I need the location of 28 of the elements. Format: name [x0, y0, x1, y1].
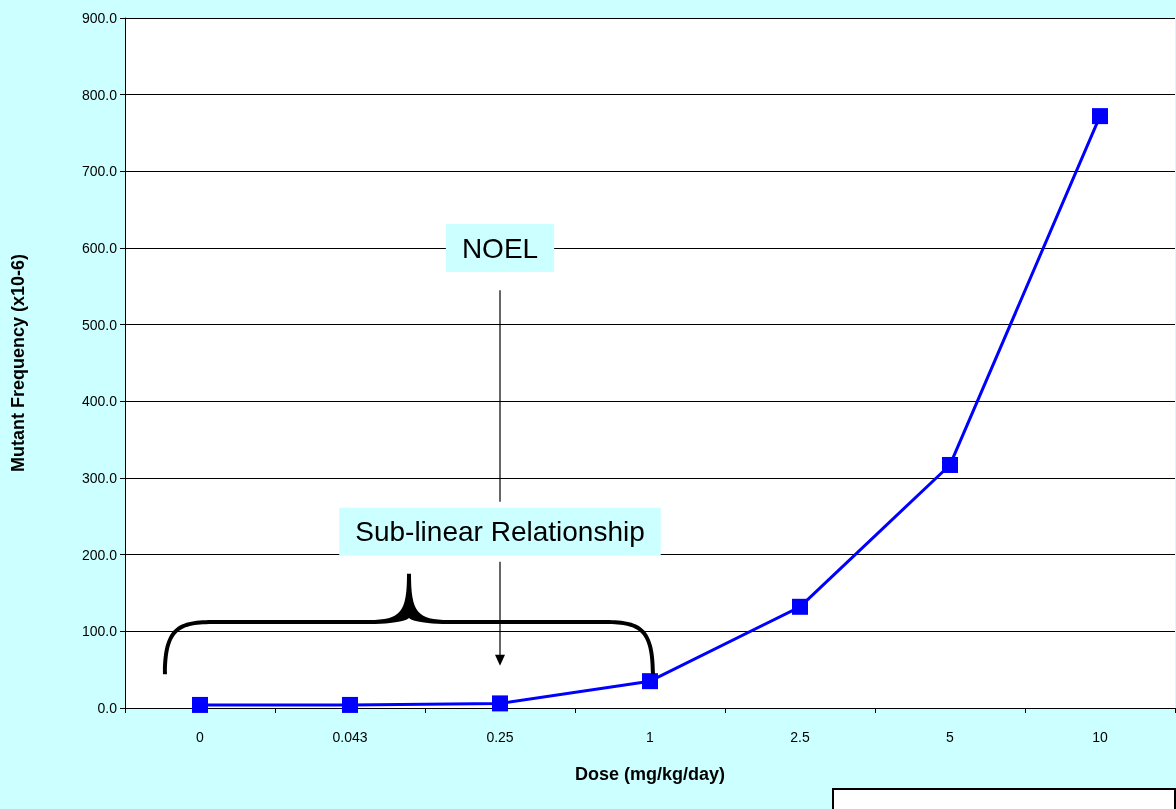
point [192, 696, 208, 713]
x-tick-label: 10 [1092, 729, 1108, 745]
x-tick-label: 0.043 [332, 729, 368, 745]
point [492, 695, 508, 712]
point [342, 696, 358, 713]
y-tick-label: 200.0 [81, 546, 118, 563]
y-tick-label: 900.0 [81, 10, 118, 26]
y-tick-label: 400.0 [81, 393, 118, 410]
y-tick-label: 800.0 [81, 86, 118, 103]
x-tick-label: 0.25 [486, 729, 514, 745]
y-tick-label: 600.0 [81, 240, 118, 256]
y-tick-label: 0.0 [97, 700, 118, 716]
point [792, 598, 808, 615]
x-tick-label: 2.5 [790, 729, 810, 745]
annotation: NOEL [461, 232, 539, 264]
y-tick-label: 300.0 [81, 470, 118, 486]
y-axis-title: Mutant Frequency (x10-6) [8, 253, 28, 473]
annotation: Sub-linear Relationship [355, 516, 645, 548]
point [942, 456, 958, 473]
x-tick-label: 0 [196, 729, 205, 745]
x-tick-label: 5 [946, 729, 955, 745]
y-tick-label: 500.0 [81, 316, 118, 333]
point [1092, 108, 1108, 125]
point [642, 673, 658, 690]
y-tick-label: 100.0 [81, 623, 118, 640]
y-tick-label: 700.0 [81, 163, 118, 180]
x-axis-title: Dose (mg/kg/day) [574, 764, 726, 784]
x-tick-label: 1 [646, 729, 655, 745]
